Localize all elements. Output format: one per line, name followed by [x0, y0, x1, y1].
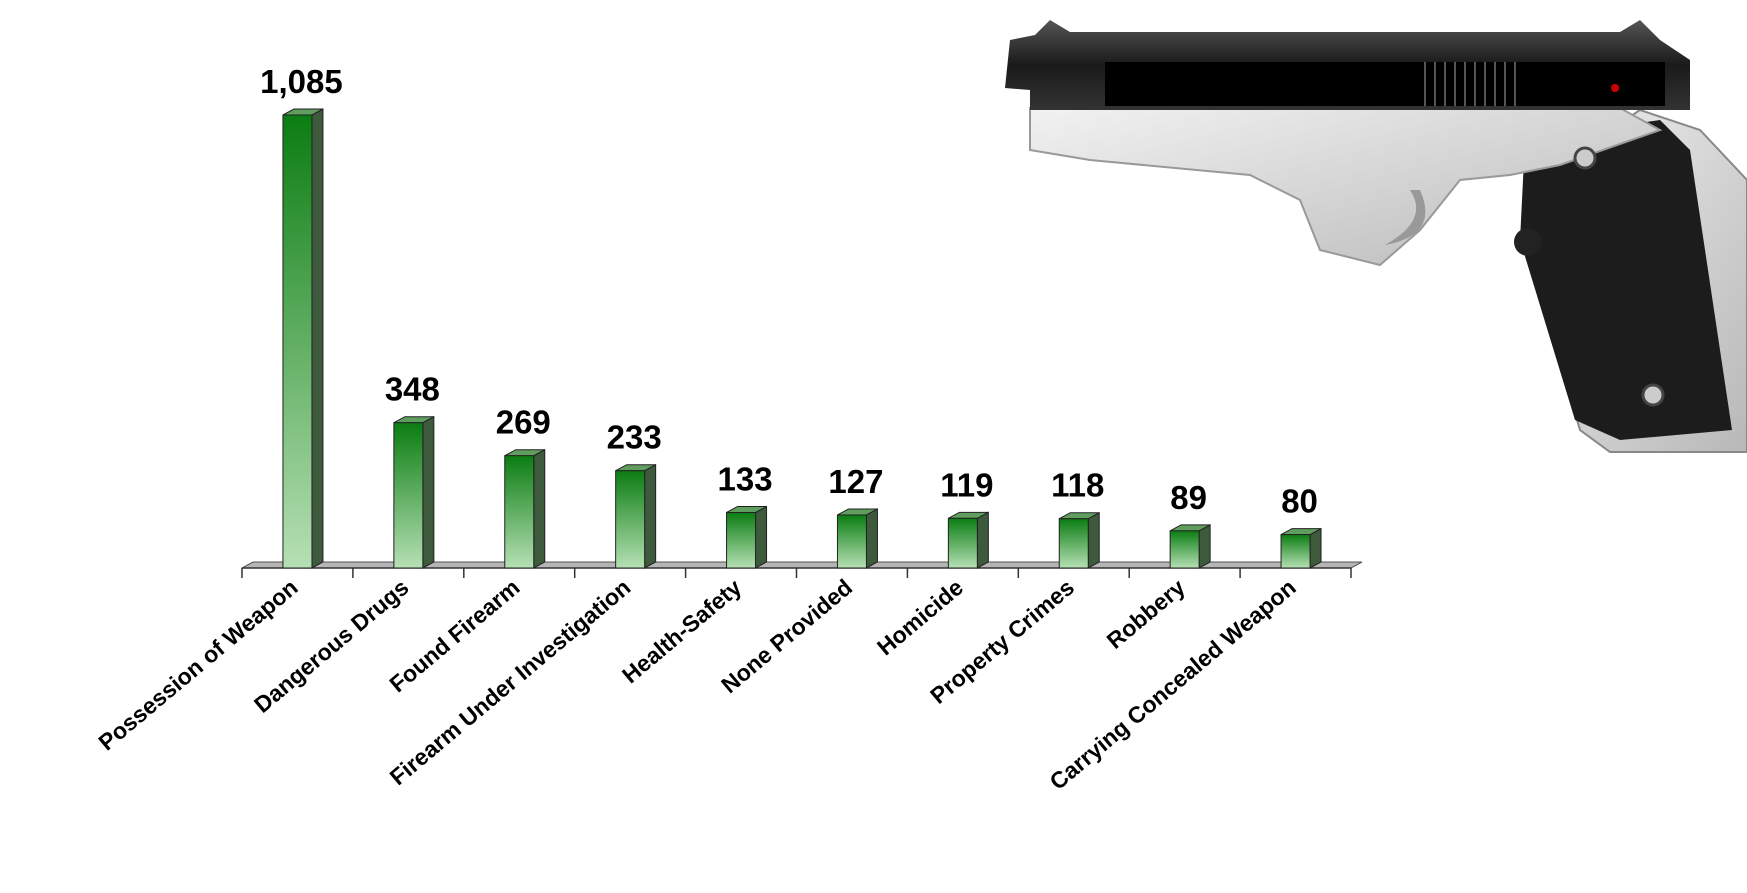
pistol-grip — [1520, 120, 1732, 440]
value-label: 80 — [1281, 483, 1318, 520]
bar — [726, 511, 757, 569]
value-label: 348 — [385, 371, 440, 408]
pistol-pin — [1514, 228, 1542, 256]
bar — [836, 514, 867, 569]
x-tick-label: Possession of Weapon — [93, 574, 302, 755]
bar — [393, 422, 424, 569]
pistol-trigger — [1385, 190, 1426, 245]
bar-side — [422, 415, 435, 569]
bar-side — [865, 508, 878, 569]
bar-side — [311, 108, 324, 569]
value-label: 133 — [718, 460, 773, 497]
bar-side — [976, 511, 989, 569]
bar — [947, 517, 978, 569]
value-label: 127 — [828, 463, 883, 500]
bar-side — [644, 463, 657, 569]
pistol-illustration — [1005, 20, 1747, 453]
bar-side — [1198, 523, 1211, 569]
bar — [504, 455, 535, 569]
x-tick-label: Robbery — [1102, 574, 1190, 654]
value-label: 269 — [496, 404, 551, 441]
x-tick-label: Homicide — [872, 574, 968, 660]
pistol-screw — [1573, 146, 1597, 170]
x-tick-label: Firearm Under Investigation — [385, 574, 636, 790]
value-label: 89 — [1170, 479, 1207, 516]
bar — [282, 114, 313, 569]
bar-side — [755, 505, 768, 569]
pistol-indicator — [1611, 84, 1619, 92]
bar-side — [533, 448, 546, 569]
pistol-serrations — [1424, 62, 1516, 106]
value-label: 233 — [607, 419, 662, 456]
bar — [1280, 534, 1311, 569]
bar — [1169, 530, 1200, 569]
value-label: 118 — [1051, 467, 1104, 504]
bar — [1058, 518, 1089, 569]
pistol-slide-window — [1105, 62, 1665, 106]
bar-side — [1087, 511, 1100, 569]
bar — [615, 470, 646, 569]
value-label: 119 — [940, 466, 993, 503]
bar-side — [1309, 527, 1322, 569]
value-label: 1,085 — [260, 63, 343, 100]
pistol-screw — [1641, 383, 1665, 407]
pistol-frame — [1029, 107, 1663, 267]
